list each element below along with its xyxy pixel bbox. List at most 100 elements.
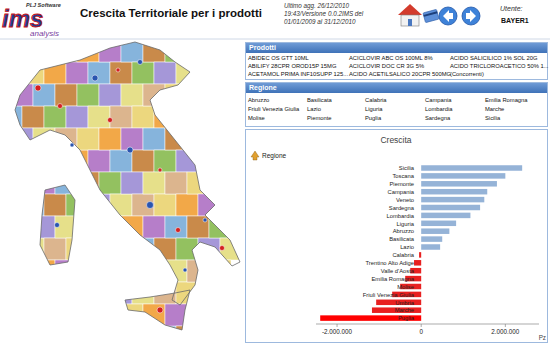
region-item[interactable]: Emilia Romagna [485,97,528,103]
province [88,106,110,128]
province [143,260,165,282]
bar [421,244,440,250]
provinces [0,40,242,344]
product-item[interactable]: ABIDEC OS GTT 10ML [248,55,309,61]
province [209,128,231,150]
chart-title: Crescita [380,135,411,145]
chart: CrescitaRegioneSiciliaToscanaPiemonteCam… [245,128,548,344]
province [66,326,88,344]
region-item[interactable]: Abruzzo [248,97,269,103]
product-item[interactable]: ACICLOVIR DOC CR 3G 5% [349,63,424,69]
province [11,216,33,238]
product-item[interactable]: ACIDO ACETILSALICO 20CPR 500MG [349,71,451,77]
nav-circle [462,7,480,25]
regions-header: Regione [246,83,547,93]
province [66,106,88,128]
forward-button[interactable] [462,7,480,25]
region-outline [15,42,240,305]
province [0,40,11,62]
province [187,40,209,62]
province [209,216,231,238]
province [121,84,143,106]
province [99,128,121,150]
product-item[interactable]: ABILIFY 28CPR OROD15P 15MG [248,63,336,69]
home-roof [398,4,422,15]
region-item[interactable]: Calabria [365,97,387,103]
province [132,326,154,344]
province [22,150,44,172]
province [77,84,99,106]
region-item[interactable]: Piemonte [307,115,332,121]
province [11,172,33,194]
map-marker [158,168,162,172]
province [11,84,33,106]
map-marker [70,143,74,147]
x-tick-label: -2.000.000 [322,328,353,335]
map-marker [116,68,120,72]
province [99,260,121,282]
province [66,282,88,304]
province [154,194,176,216]
category-label: Liguria [397,221,415,227]
region-item[interactable]: Lombardia [425,106,452,112]
category-label: Campania [388,189,415,195]
bar [421,205,480,211]
bar [414,260,421,266]
province [110,150,132,172]
province [33,128,55,150]
region-item[interactable]: Friuli Venezia Giulia [248,106,299,112]
product-item[interactable]: ACETAMOL PRIMA INF10SUPP 125... [248,71,348,77]
region-item[interactable]: Liguria [365,106,382,112]
back-button[interactable] [439,7,457,25]
province [209,260,231,282]
region-item[interactable]: Puglia [365,115,381,121]
region-item[interactable]: Sardegna [425,115,450,121]
drill-up[interactable]: Regione [251,151,287,160]
region-item[interactable]: Campania [425,97,451,103]
map-marker [35,85,41,91]
province [55,128,77,150]
province [66,150,88,172]
card-body [423,9,439,22]
category-label: Emilia Romagna [371,276,414,282]
drill-label[interactable]: Regione [262,152,287,160]
province [0,128,11,150]
card-icon[interactable] [423,9,439,22]
x-axis-label: Pz [539,334,546,341]
province [110,238,132,260]
home-door [408,19,412,26]
province [0,150,22,172]
province [55,304,77,326]
province [209,304,231,326]
region-item[interactable]: Lazio [307,106,321,112]
province [154,238,176,260]
category-label: Lombardia [387,213,415,219]
map-marker [127,147,133,153]
province [165,304,187,326]
province [220,150,242,172]
nav-arrow [443,10,453,22]
region-item[interactable]: Molise [248,115,265,121]
product-item[interactable]: ACIDO TRICLOROACETICO 50% 1... [450,63,548,69]
province [110,326,132,344]
province [165,172,187,194]
category-label: Abruzzo [393,228,414,234]
province [66,62,88,84]
province [0,282,22,304]
product-item[interactable]: ACIDO SALICILICO 1% SOL 20G [450,55,537,61]
product-item[interactable]: ACICLOVIR ABC OS 100ML 8% [349,55,433,61]
map-marker [138,60,143,65]
map-marker [92,75,98,81]
region-item[interactable]: Sicilia [485,115,500,121]
province [44,238,66,260]
province [187,128,209,150]
province [22,106,44,128]
region-item[interactable]: Marche [485,106,504,112]
region-item[interactable]: Basilicata [307,97,332,103]
bar [421,221,456,227]
category-label: Sardegna [389,205,415,211]
home-icon[interactable] [398,4,422,26]
province [33,172,55,194]
product-item[interactable]: (Concorrenti) [450,71,484,77]
header-rule [0,39,550,40]
